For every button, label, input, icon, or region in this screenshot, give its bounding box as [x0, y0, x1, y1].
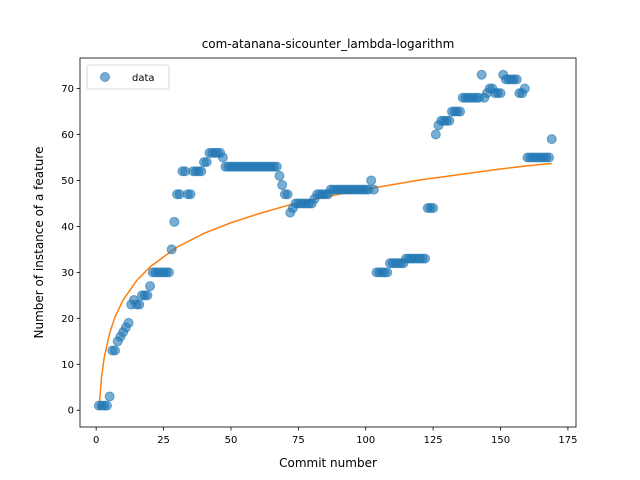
data-point: [476, 69, 487, 80]
x-tick-label: 175: [558, 435, 577, 446]
x-axis-ticks: 0 25 50 75 100 125 150 175: [93, 427, 577, 446]
x-tick-label: 150: [491, 435, 510, 446]
data-point: [201, 157, 212, 168]
data-point: [196, 166, 207, 177]
data-point: [101, 400, 112, 411]
legend: data: [86, 64, 170, 90]
data-point: [444, 115, 455, 126]
data-point: [495, 88, 506, 99]
data-point: [110, 345, 121, 356]
data-point: [145, 281, 156, 292]
data-points-layer: [93, 69, 557, 411]
data-point: [277, 180, 288, 191]
x-tick-label: 25: [157, 435, 170, 446]
x-axis-label: Commit number: [279, 456, 377, 470]
data-point: [544, 152, 555, 163]
y-tick-label: 40: [61, 222, 74, 233]
data-point: [368, 184, 379, 195]
x-tick-label: 50: [225, 435, 238, 446]
fit-line: [98, 162, 552, 411]
data-point: [382, 267, 393, 278]
y-tick-label: 60: [61, 130, 74, 141]
data-point: [104, 391, 115, 402]
y-tick-label: 50: [61, 176, 74, 187]
chart-title: com-atanana-sicounter_lambda-logarithm: [202, 37, 455, 51]
y-tick-label: 0: [68, 406, 74, 417]
data-point: [217, 152, 228, 163]
data-point: [455, 106, 466, 117]
x-tick-label: 100: [356, 435, 375, 446]
data-point: [274, 170, 285, 181]
y-axis-label: Number of instance of a feature: [32, 147, 46, 339]
data-point: [166, 244, 177, 255]
data-point: [430, 129, 441, 140]
data-point: [169, 216, 180, 227]
legend-box: [86, 64, 170, 90]
data-point: [271, 161, 282, 172]
data-point: [185, 189, 196, 200]
plot-area: [80, 58, 576, 427]
fit-line-layer: [98, 162, 552, 411]
plot-frame: [79, 57, 577, 428]
data-point: [511, 74, 522, 85]
y-tick-label: 30: [61, 268, 74, 279]
y-tick-label: 20: [61, 314, 74, 325]
data-point: [163, 267, 174, 278]
x-tick-label: 0: [93, 435, 99, 446]
data-point: [282, 189, 293, 200]
legend-marker: [100, 72, 110, 82]
y-axis-ticks: 0 10 20 30 40 50 60 70: [61, 84, 80, 417]
data-point: [123, 317, 134, 328]
data-point: [366, 175, 377, 186]
data-point: [142, 290, 153, 301]
legend-label: data: [132, 73, 155, 84]
data-point: [428, 203, 439, 214]
y-tick-label: 70: [61, 84, 74, 95]
data-point: [134, 299, 145, 310]
data-point: [519, 83, 530, 94]
x-tick-label: 75: [292, 435, 305, 446]
y-tick-label: 10: [61, 360, 74, 371]
x-tick-label: 125: [424, 435, 443, 446]
data-point: [420, 253, 431, 264]
data-point: [546, 134, 557, 145]
